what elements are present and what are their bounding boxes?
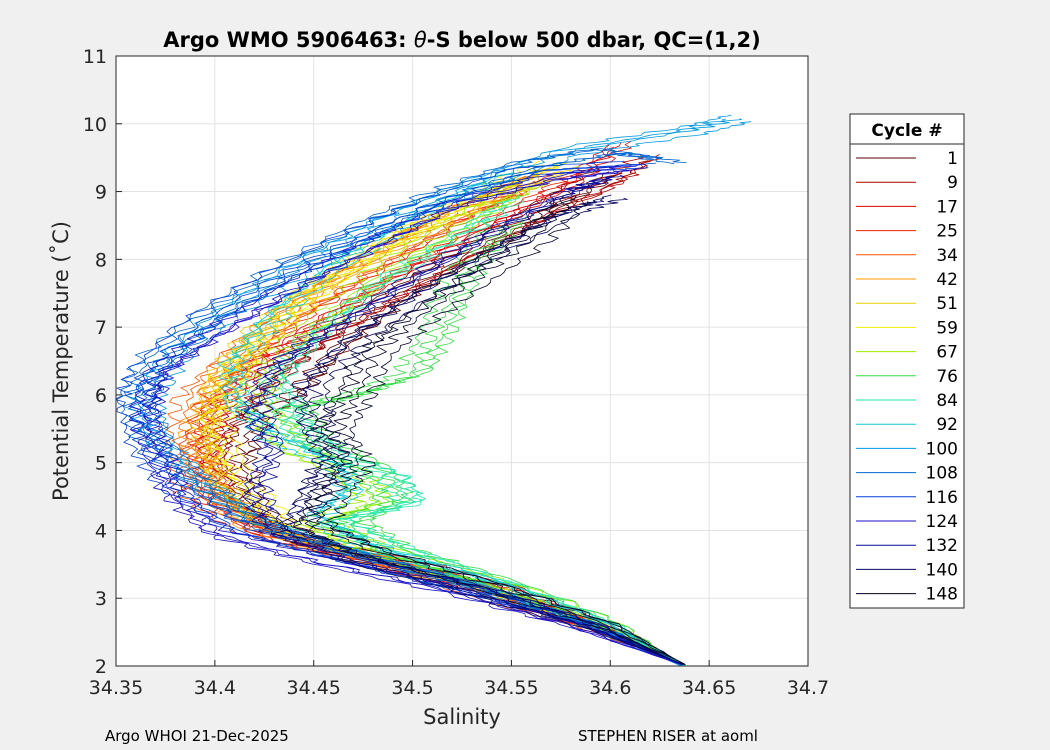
series-line-92 (229, 168, 684, 666)
x-tick-label: 34.45 (287, 677, 341, 699)
legend-label-67: 67 (936, 343, 958, 363)
legend-label-9: 9 (947, 173, 958, 193)
series-line-132 (257, 174, 684, 665)
legend-label-34: 34 (936, 246, 958, 266)
legend-label-108: 108 (926, 464, 958, 484)
y-tick-label: 10 (83, 114, 107, 136)
legend-label-124: 124 (926, 512, 958, 532)
x-tick-label: 34.5 (391, 677, 433, 699)
series-line-67 (235, 182, 686, 666)
x-tick-label: 34.4 (194, 677, 236, 699)
plot-frame (115, 55, 809, 667)
x-tick-label: 34.65 (682, 677, 736, 699)
legend-label-17: 17 (936, 197, 958, 217)
y-axis-label: Potential Temperature (˚C) (49, 221, 73, 501)
legend-label-84: 84 (936, 391, 958, 411)
series-line-140 (283, 198, 684, 665)
legend-label-1: 1 (947, 149, 958, 169)
legend-label-25: 25 (936, 222, 958, 242)
y-tick-label: 11 (83, 46, 107, 68)
legend-label-42: 42 (936, 270, 958, 290)
legend-label-92: 92 (936, 415, 958, 435)
chart-title-prefix: Argo WMO 5906463: (163, 28, 414, 52)
y-tick-label: 8 (95, 249, 107, 271)
series-layer (116, 114, 752, 666)
y-tick-label: 4 (95, 520, 107, 542)
series-line-59 (219, 162, 684, 665)
series-line-132 (242, 178, 684, 665)
legend-label-116: 116 (926, 488, 958, 508)
y-axis: 2 3 4 5 6 7 8 9 10 11 (83, 46, 122, 678)
legend-label-100: 100 (926, 439, 958, 459)
y-tick-label: 7 (95, 317, 107, 339)
x-tick-label: 34.7 (787, 677, 829, 699)
series-line-116 (137, 167, 682, 665)
series-line-148 (325, 200, 686, 665)
x-axis: 34.35 34.4 34.45 34.5 34.55 34.6 34.65 34.7 (89, 660, 829, 699)
y-tick-label: 5 (95, 453, 107, 475)
x-tick-label: 34.55 (484, 677, 538, 699)
series-line-132 (252, 175, 684, 665)
series-line-132 (243, 180, 684, 665)
y-tick-label: 3 (95, 588, 107, 610)
footer-right: STEPHEN RISER at aoml (578, 727, 758, 745)
x-tick-label: 34.35 (89, 677, 143, 699)
series-line-148 (292, 200, 686, 665)
legend-box (849, 113, 965, 609)
y-tick-label: 9 (95, 182, 107, 204)
series-line-124 (128, 165, 682, 665)
legend-label-148: 148 (926, 585, 958, 605)
legend-label-51: 51 (936, 294, 958, 314)
legend: Cycle # 19172534425159677684921001081161… (849, 113, 965, 609)
x-axis-label: Salinity (423, 705, 501, 729)
series-line-140 (272, 201, 684, 665)
footer-left: Argo WHOI 21-Dec-2025 (105, 727, 289, 745)
chart-title-suffix: -S below 500 dbar, QC=(1,2) (427, 28, 761, 52)
x-tick-label: 34.6 (589, 677, 631, 699)
plot-area (116, 56, 808, 666)
y-tick-label: 2 (95, 656, 107, 678)
chart-title-theta: θ (414, 28, 427, 52)
series-line-140 (289, 194, 684, 665)
chart-title: Argo WMO 5906463: θ-S below 500 dbar, QC… (163, 28, 760, 52)
series-line-108 (145, 152, 687, 665)
legend-label-76: 76 (936, 367, 958, 387)
series-line-148 (316, 195, 686, 665)
legend-title: Cycle # (871, 121, 942, 141)
series-line-124 (141, 170, 682, 665)
legend-label-59: 59 (936, 318, 958, 338)
series-line-25 (203, 177, 680, 663)
legend-label-140: 140 (926, 560, 958, 580)
y-tick-label: 6 (95, 385, 107, 407)
legend-label-132: 132 (926, 536, 958, 556)
legend-entries: 1 9 17 25 34 42 51 59 67 76 84 92 100 108 116 124 132 140… (856, 149, 958, 605)
